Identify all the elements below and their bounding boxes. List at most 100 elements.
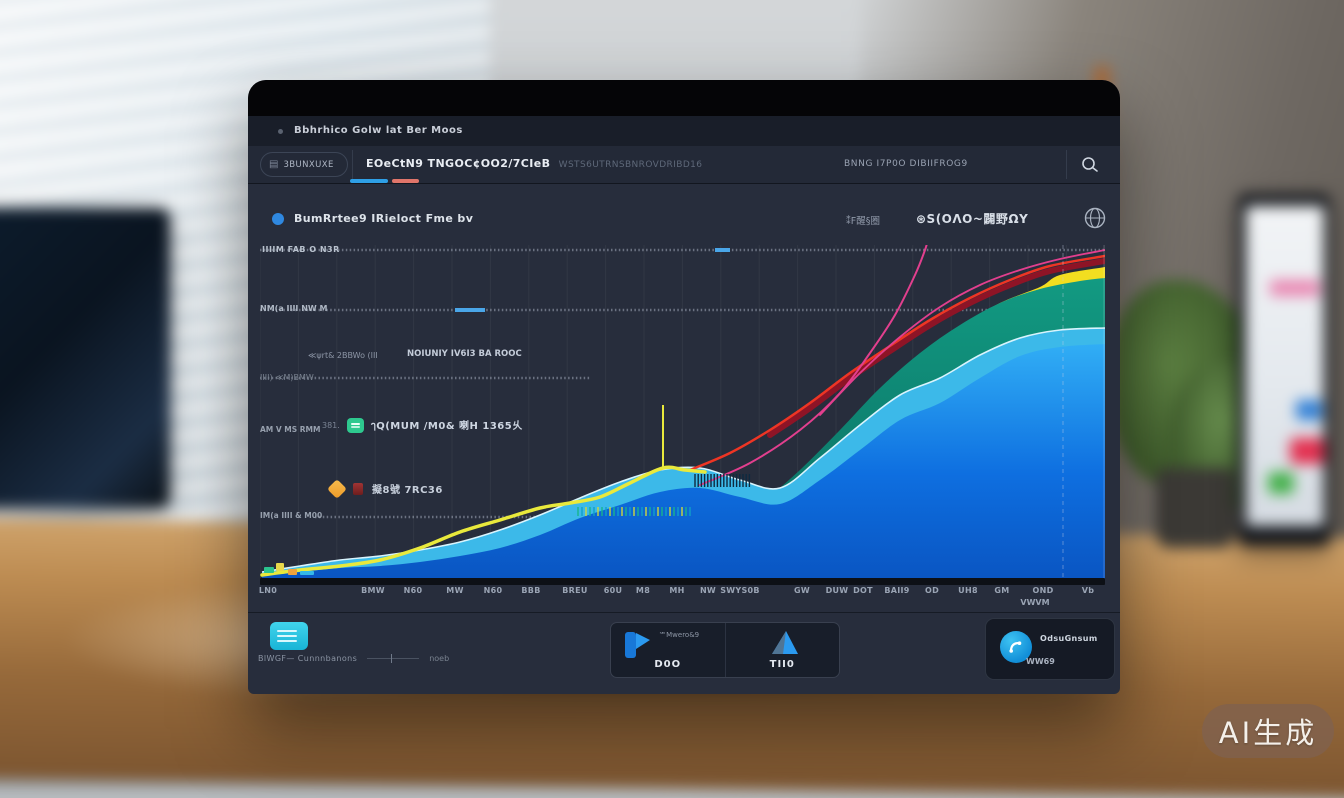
x-axis-label: GW — [794, 586, 810, 595]
menu-dot-icon — [278, 129, 283, 134]
chart-annotation: NOIUNIY IV6I3 BA ROOC — [407, 349, 522, 359]
footer-card-group: ℠Mwero&9 D0O TII0 — [610, 622, 840, 678]
x-axis-label: 60U — [604, 586, 623, 595]
chart-row-label: NM(a IIII NW M — [260, 304, 327, 313]
legend-label: ๅQ(MUM /M0& 喇H 1365乆 — [371, 417, 523, 434]
laptop-content-block — [1296, 400, 1322, 420]
monitor-left — [0, 208, 170, 508]
chart-row-label: AM V MS RMM — [260, 425, 320, 434]
contact-card[interactable]: OdsuGnsum WW69 — [985, 618, 1115, 680]
header-meta-value: ⊛S(OΛO~闢野ΩΥ — [916, 210, 1028, 227]
x-axis-label: LN0 — [259, 586, 277, 595]
orange-diamond-icon — [327, 479, 347, 499]
x-axis-label: OD — [925, 586, 939, 595]
workspace-chip[interactable]: ▤ 3BUNXUXE — [260, 152, 348, 177]
start-mark — [300, 571, 314, 575]
x-axis-label: NW — [700, 586, 716, 595]
lines-icon — [277, 640, 297, 642]
menu-items[interactable]: Bbhrhico Golw lat Ber Moos — [294, 125, 463, 136]
workspace-chip-label: 3BUNXUXE — [283, 160, 333, 170]
legend-prefix: 381. — [322, 421, 340, 430]
green-badge-icon — [347, 418, 364, 433]
menu-bar: Bbhrhico Golw lat Ber Moos — [248, 116, 1120, 147]
x-axis-label: N60 — [404, 586, 423, 595]
laptop-content-block — [1268, 472, 1294, 494]
chart-annotation: IIII) ≪M)BMW — [260, 373, 314, 382]
legend-item[interactable]: 381. ๅQ(MUM /M0& 喇H 1365乆 — [322, 417, 523, 434]
filter-value: noeb — [429, 654, 449, 663]
x-axis-label: SWYS0B — [720, 586, 760, 595]
laptop-content-block — [1290, 438, 1324, 464]
x-axis-label: DOT — [853, 586, 873, 595]
laptop-content-block — [1270, 280, 1320, 296]
toolbar-status-text: BNNG I7P0O DIBIIFROG9 — [844, 159, 968, 169]
chart-area[interactable]: IIIIM FAB O N3R NM(a IIII NW M ≪ψrt& 2BB… — [260, 245, 1105, 580]
x-axis-baseline — [260, 578, 1105, 585]
legend-item[interactable]: 擬8號 7RC36 — [330, 481, 443, 496]
watermark-text: AI生成 — [1219, 710, 1317, 752]
globe-button[interactable] — [1083, 206, 1107, 230]
footer-divider — [248, 612, 1120, 613]
search-button[interactable] — [1076, 151, 1103, 178]
red-marker-icon — [353, 483, 363, 495]
x-axis-label: BREU — [562, 586, 587, 595]
tab-subtitle-text: WSTS6UTRNSBNROVDRIBD16 — [559, 160, 703, 170]
blue-area — [262, 344, 1105, 580]
footer-card-mountain[interactable]: TII0 — [725, 623, 840, 677]
start-mark — [276, 563, 284, 571]
x-axis-label: M8 — [636, 586, 650, 595]
start-mark — [288, 569, 297, 575]
x-axis-sublabel: VWVM — [1020, 598, 1049, 607]
x-axis-label: MH — [669, 586, 684, 595]
x-axis-label: BBB — [521, 586, 540, 595]
chart-row-label: IM(a IIII & M00 — [260, 511, 322, 520]
chart-title: BumRrtee9 IRieloct Fme bv — [294, 212, 473, 225]
grid-icon: ▤ — [269, 159, 278, 170]
tab-underline-blue — [350, 179, 388, 183]
area-chart — [260, 245, 1105, 580]
x-axis-label: OND — [1032, 586, 1053, 595]
legend-label: 擬8號 7RC36 — [372, 481, 443, 496]
x-axis-labels: LN0 BMW N60 MW N60 BBB BREU 60U M8 MH NW SWYS0B GW DU… — [248, 586, 1120, 612]
x-axis-label: UH8 — [958, 586, 978, 595]
x-axis-label: DUW — [826, 586, 849, 595]
ai-watermark: AI生成 — [1202, 704, 1334, 758]
tab-underline-salmon — [392, 179, 419, 183]
toolbar-divider — [352, 150, 353, 179]
x-axis-label: MW — [446, 586, 463, 595]
range-slider[interactable] — [367, 658, 419, 659]
start-mark — [264, 567, 274, 573]
active-tab[interactable]: EOeCtN9 TNGOC¢OO2/7CIeB WSTS6UTRNSBNROVD… — [366, 157, 702, 170]
x-axis-label: BMW — [361, 586, 385, 595]
screen-bezel — [248, 80, 1120, 116]
card-small-text: ℠Mwero&9 — [659, 631, 699, 639]
contact-card-sub: WW69 — [1026, 657, 1055, 666]
x-axis-label: Vb — [1082, 586, 1095, 595]
lines-icon — [277, 635, 297, 637]
footer-card-flag[interactable]: ℠Mwero&9 D0O — [611, 623, 725, 677]
chart-annotation: ≪ψrt& 2BBWo (III — [308, 351, 378, 360]
card-label: D0O — [611, 659, 725, 670]
series-dot-icon — [272, 213, 284, 225]
filter-row: BlWGF— Cunnnbanons noeb — [258, 654, 449, 663]
x-axis-label: GM — [994, 586, 1009, 595]
list-toggle-button[interactable] — [270, 622, 308, 650]
lines-icon — [277, 630, 297, 632]
phone-icon — [1007, 638, 1025, 656]
contact-card-title: OdsuGnsum — [1040, 634, 1098, 643]
header-meta-small: ⁑F醒§圈 — [846, 213, 880, 227]
filter-caption: BlWGF— Cunnnbanons — [258, 654, 357, 663]
x-axis-label: BAII9 — [884, 586, 909, 595]
mountain-icon — [766, 627, 802, 659]
card-label: TII0 — [726, 659, 840, 670]
search-icon — [1080, 155, 1100, 175]
chart-row-label: IIIIM FAB O N3R — [262, 245, 340, 254]
dashboard-window: Bbhrhico Golw lat Ber Moos ▤ 3BUNXUXE EO… — [248, 80, 1120, 694]
flag-icon — [623, 630, 653, 662]
globe-icon — [1083, 206, 1107, 230]
toolbar-divider — [1066, 150, 1067, 179]
x-axis-label: N60 — [484, 586, 503, 595]
plant-pot — [1156, 468, 1234, 548]
office-scene: Bbhrhico Golw lat Ber Moos ▤ 3BUNXUXE EO… — [0, 0, 1344, 768]
tab-title-text: EOeCtN9 TNGOC¢OO2/7CIeB — [366, 157, 550, 170]
